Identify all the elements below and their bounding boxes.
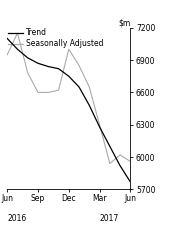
Text: Seasonally Adjusted: Seasonally Adjusted <box>26 40 103 48</box>
Text: $m: $m <box>118 19 130 28</box>
Text: 2016: 2016 <box>7 214 26 223</box>
Text: 2017: 2017 <box>100 214 119 223</box>
Text: Trend: Trend <box>26 28 47 37</box>
